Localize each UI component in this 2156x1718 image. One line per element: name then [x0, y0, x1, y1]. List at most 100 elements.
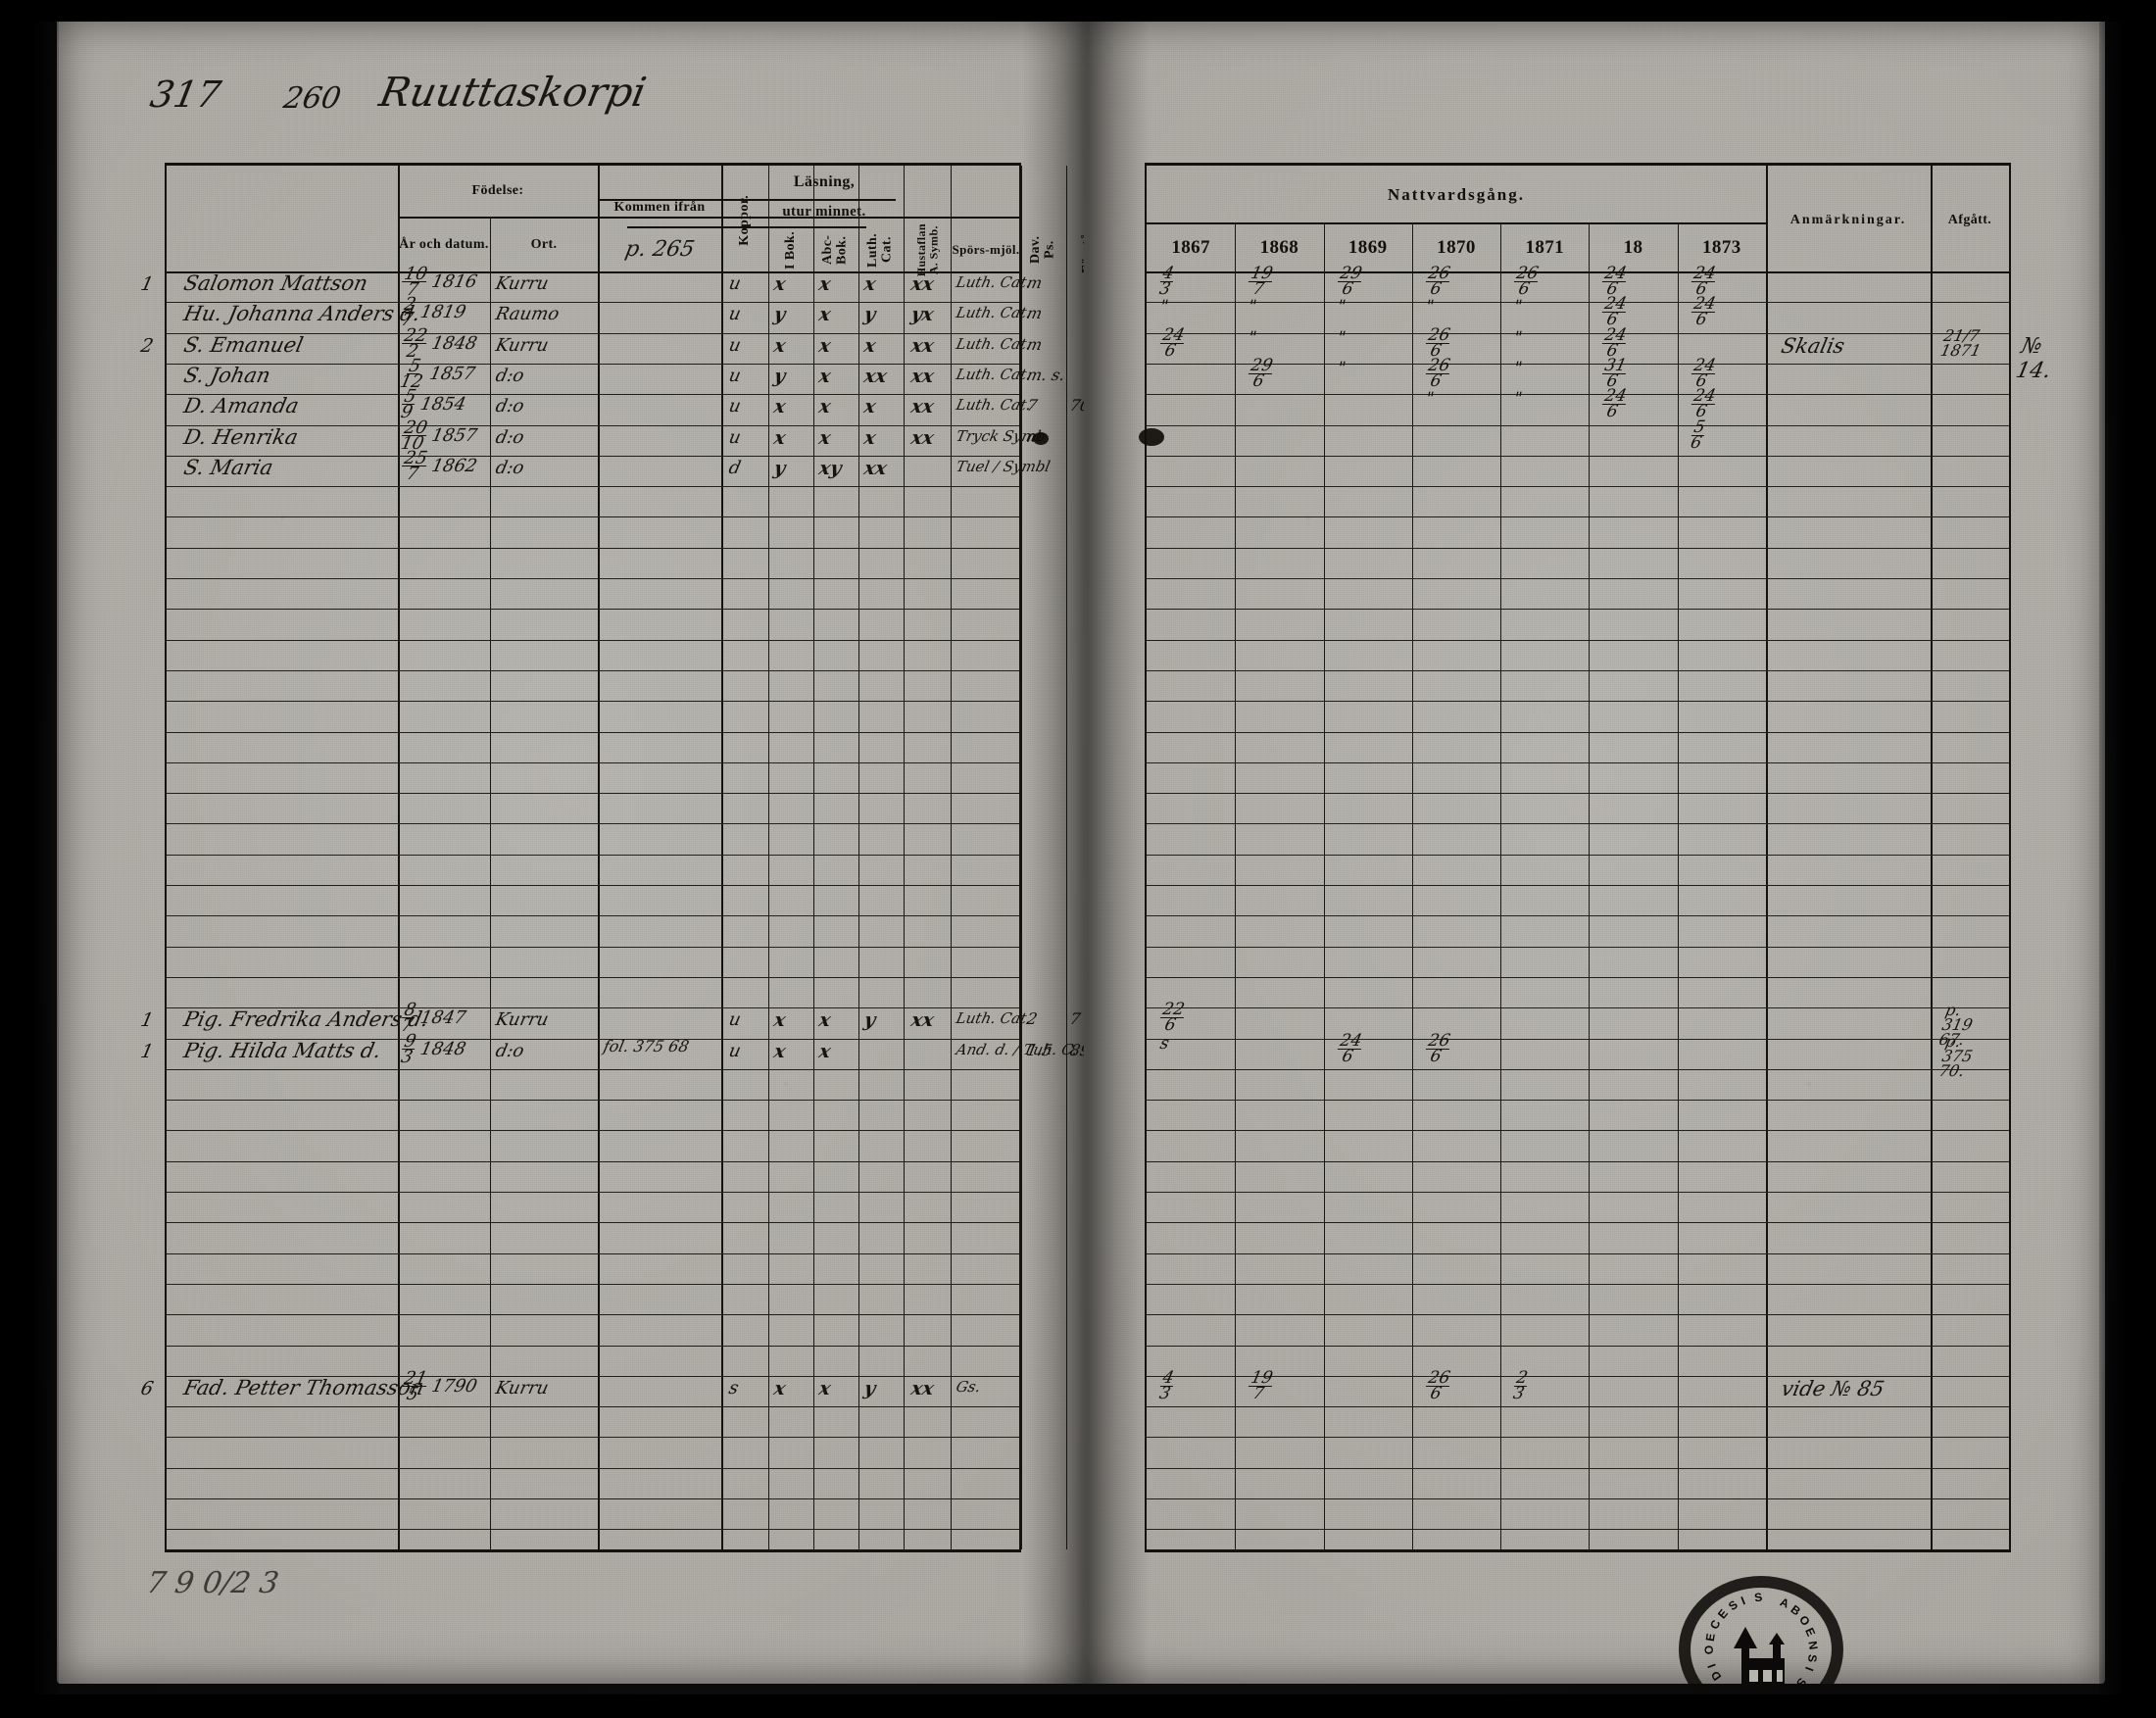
- row-rule: [167, 547, 1019, 549]
- row-rule: [167, 885, 1019, 886]
- birth-place: d:o: [493, 426, 526, 448]
- questions-note: Luth. Cat.: [955, 273, 1033, 291]
- communion-date: 24 6: [1602, 386, 1630, 421]
- row-rule: [1147, 915, 2009, 917]
- open-book: 317 260 Ruuttaskorpi: [57, 18, 2105, 1718]
- header-reading-group: Läsning,: [793, 172, 856, 190]
- person-name: S. Maria: [181, 455, 275, 479]
- header-year-1871: 1871: [1525, 237, 1565, 259]
- row-rule: [1147, 363, 2009, 365]
- row-rule: [167, 1100, 1019, 1102]
- birth-place: Kurru: [493, 334, 551, 356]
- questions-note: Gs.: [955, 1377, 983, 1396]
- smallpox-mark: u: [726, 1040, 743, 1061]
- communion-date: 26 6: [1425, 264, 1452, 299]
- photo-edge-top: [0, 0, 2156, 22]
- row-rule: [1147, 731, 2009, 733]
- row-rule: [167, 1068, 1019, 1070]
- row-rule: [1147, 639, 2009, 641]
- reading-mark: x: [816, 273, 833, 295]
- row-number: 6: [138, 1377, 156, 1399]
- row-rule: [167, 1345, 1019, 1347]
- row-rule: [1147, 946, 2009, 948]
- reading-mark: x: [861, 396, 878, 418]
- vrule-year: [1411, 222, 1413, 1549]
- remark-note: vide № 85: [1779, 1376, 1886, 1400]
- seal-legend-char: A: [1778, 1595, 1791, 1611]
- birth-place: d:o: [493, 396, 526, 417]
- remark-note: Skalis: [1779, 333, 1847, 358]
- row-rule: [167, 1406, 1019, 1408]
- smallpox-mark: u: [726, 273, 743, 294]
- vrule-name-end: [398, 166, 400, 1549]
- vrule-arrived-end: [721, 166, 723, 1549]
- smallpox-mark: u: [726, 426, 743, 448]
- seal-legend-char: S: [1726, 1597, 1740, 1614]
- header-abc-book: Abc-Bok.: [820, 234, 850, 266]
- reading-mark: x: [771, 396, 788, 418]
- vrule-davps-end: [1066, 166, 1067, 1549]
- row-rule: [167, 946, 1019, 948]
- reading-mark: xx: [861, 457, 889, 479]
- hrule-communion-split: [1147, 222, 1766, 224]
- reading-mark: x: [861, 426, 878, 449]
- header-reading-sub: utur minnet.: [782, 204, 866, 221]
- arrived-from: fol. 375 68: [601, 1036, 691, 1055]
- row-rule: [167, 731, 1019, 733]
- smallpox-mark: u: [726, 396, 743, 417]
- vrule-year: [1323, 222, 1325, 1549]
- row-rule: [167, 1498, 1019, 1499]
- communion-date: s: [1157, 1033, 1171, 1054]
- row-rule: [1147, 455, 2009, 457]
- communion-date: 24 6: [1690, 386, 1718, 421]
- row-rule: [167, 915, 1019, 917]
- row-rule: [1147, 1192, 2009, 1193]
- photo-edge-right: [2099, 0, 2156, 1718]
- row-rule: [167, 516, 1019, 518]
- row-rule: [1147, 547, 2009, 549]
- reading-mark: y: [861, 1377, 878, 1399]
- person-name: S. Johan: [181, 363, 273, 387]
- reading-mark: x: [816, 304, 833, 326]
- reading-mark: x: [861, 334, 878, 357]
- communion-date: 31 6: [1602, 355, 1630, 391]
- hrule-header-bottom-right: [1147, 271, 2009, 273]
- vrule-year: [1235, 222, 1237, 1549]
- reading-mark: y: [771, 365, 788, 387]
- header-dav-ps: Dav. Ps.: [1028, 235, 1057, 265]
- header-birth-year: År och datum.: [399, 236, 489, 252]
- row-rule: [167, 424, 1019, 426]
- dav-ps-mark: m: [1024, 273, 1045, 292]
- reading-mark: x: [816, 1040, 833, 1062]
- row-rule: [167, 332, 1019, 334]
- photo-edge-left: [0, 0, 59, 1718]
- reading-mark: xx: [908, 1009, 936, 1032]
- dav-ps-mark: m. s.: [1024, 365, 1067, 384]
- row-rule: [1147, 823, 2009, 825]
- reading-mark: y: [771, 457, 788, 479]
- header-year-1867: 1867: [1171, 237, 1210, 259]
- hrule-memory-split: [627, 226, 866, 228]
- seal-church-illustration: [1734, 1627, 1785, 1699]
- communion-date: ": [1247, 297, 1259, 318]
- birth-place: d:o: [493, 457, 526, 478]
- questions-note: Luth. Cat.: [955, 304, 1033, 322]
- reading-mark: x: [771, 334, 788, 357]
- reading-mark: x: [816, 1377, 833, 1399]
- row-rule: [1147, 1345, 2009, 1347]
- row-rule: [1147, 669, 2009, 671]
- smallpox-mark: s: [726, 1377, 741, 1399]
- row-rule: [1147, 1252, 2009, 1254]
- birth-date: 25 7 1862: [401, 447, 479, 485]
- header-communion-group: Nattvardsgång.: [1388, 185, 1525, 205]
- hrule-reading-split: [598, 199, 896, 201]
- row-rule: [1147, 332, 2009, 334]
- reading-mark: x: [861, 273, 878, 295]
- header-year-1873: 1873: [1702, 237, 1741, 259]
- person-name: Fad. Petter Thomasson: [181, 1375, 426, 1399]
- row-rule: [167, 1375, 1019, 1377]
- header-year-18: 18: [1623, 237, 1643, 259]
- row-rule: [1147, 1222, 2009, 1224]
